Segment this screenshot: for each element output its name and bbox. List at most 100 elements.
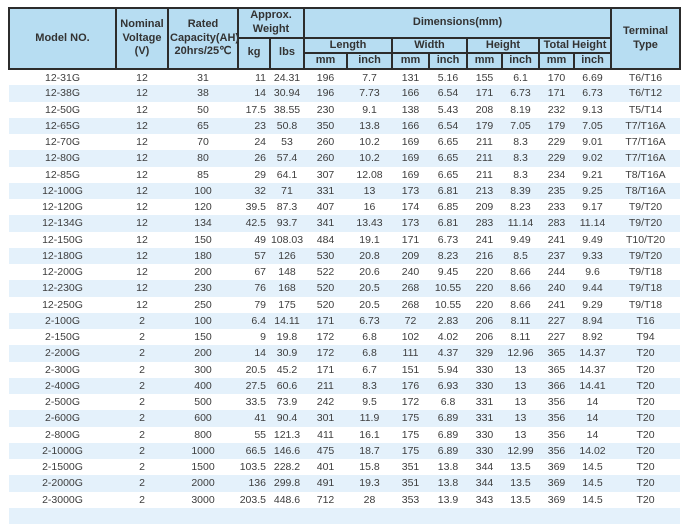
cell-terminal: T9/T20 — [628, 217, 663, 230]
cell-height-mm: 171 — [475, 87, 494, 100]
col-header-terminal-type: Terminal Type — [610, 7, 681, 70]
cell-width-inch: 10.55 — [434, 298, 462, 311]
cell-height-mm: 220 — [475, 266, 494, 279]
col-header-total-height: Total Height — [538, 36, 612, 55]
cell-model: 12-38G — [44, 87, 81, 100]
cell-total-inch: 14.37 — [579, 363, 606, 376]
table-row: 2-400G 2 400 27.5 60.6 211 8.3 176 6.93 330 13 366 1… — [9, 377, 680, 394]
table-row: 12-38G 12 38 14 30.94 196 7.73 166 6.54 171 6.73 17… — [9, 85, 680, 102]
cell-capacity: 80 — [197, 152, 209, 165]
table-row: 2-100G 2 100 6.4 14.11 171 6.73 72 2.83 206 8.11 22… — [9, 312, 680, 329]
battery-spec-table: Model NO. Nominal Voltage (V) Rated Capa… — [8, 7, 681, 524]
col-header-rated-capacity: Rated Capacity(AH) 20hrs/25℃ — [167, 7, 239, 70]
cell-height-inch: 7.05 — [510, 119, 531, 132]
cell-lbs: 30.9 — [276, 347, 298, 360]
cell-height-mm: 330 — [475, 428, 494, 441]
table-row: 12-200G 12 200 67 148 522 20.6 240 9.45 220 8.66 24… — [9, 264, 680, 280]
cell-voltage: 2 — [139, 444, 145, 457]
cell-height-inch: 9.49 — [510, 233, 531, 246]
cell-length-mm: 491 — [316, 477, 335, 490]
cell-length-mm: 171 — [316, 363, 335, 376]
cell-voltage: 2 — [139, 461, 145, 474]
cell-width-inch: 6.73 — [437, 233, 459, 246]
cell-lbs: 93.7 — [276, 217, 298, 230]
cell-lbs: 121.3 — [273, 428, 301, 441]
cell-capacity: 31 — [197, 71, 209, 84]
cell-kg: 66.5 — [245, 444, 266, 457]
cell-kg: 55 — [254, 428, 266, 441]
cell-model: 12-200G — [42, 266, 83, 279]
cell-length-mm: 171 — [316, 314, 335, 327]
cell-height-inch: 8.39 — [510, 184, 531, 197]
cell-length-inch: 8.3 — [362, 379, 377, 392]
table-row: 12-80G 12 80 26 57.4 260 10.2 169 6.65 211 8.3 229 9… — [9, 150, 680, 167]
cell-lbs: 50.8 — [276, 119, 298, 132]
cell-capacity: 38 — [197, 87, 209, 100]
cell-total-mm: 233 — [547, 201, 566, 214]
cell-length-mm: 475 — [316, 444, 335, 457]
cell-length-mm: 530 — [316, 249, 335, 262]
cell-total-mm: 240 — [547, 282, 566, 295]
cell-voltage: 2 — [139, 493, 145, 506]
cell-width-mm: 268 — [401, 282, 420, 295]
cell-model: 12-230G — [42, 282, 83, 295]
cell-model: 2-500G — [44, 396, 81, 409]
cell-length-inch: 10.2 — [359, 136, 380, 149]
cell-length-inch: 28 — [363, 493, 376, 506]
cell-height-inch: 8.66 — [510, 282, 531, 295]
cell-capacity: 50 — [197, 103, 209, 116]
cell-kg: 9 — [260, 331, 266, 344]
table-row: 2-600G 2 600 41 90.4 301 11.9 175 6.89 331 13 356 14… — [9, 410, 680, 427]
cell-length-inch: 15.8 — [359, 461, 380, 474]
col-header-height: Height — [466, 36, 540, 55]
cell-voltage: 2 — [139, 396, 145, 409]
cell-height-mm: 211 — [476, 168, 493, 181]
col-header-height-mm: mm — [466, 52, 503, 70]
col-header-dimensions: Dimensions(mm) — [303, 7, 612, 39]
cell-width-mm: 151 — [401, 363, 420, 376]
table-row: 12-250G 12 250 79 175 520 20.5 268 10.55 220 8.66 2… — [9, 297, 680, 313]
cell-total-mm: 365 — [547, 347, 566, 360]
cell-total-inch: 9.33 — [582, 249, 603, 262]
cell-length-mm: 407 — [316, 201, 335, 214]
col-header-height-inch: inch — [501, 52, 540, 70]
cell-voltage: 12 — [136, 87, 148, 100]
cell-height-inch: 8.66 — [510, 266, 531, 279]
cell-lbs: 57.4 — [276, 152, 298, 165]
cell-length-inch: 20.5 — [359, 298, 380, 311]
cell-total-mm: 232 — [547, 103, 566, 116]
table-row: 2-150G 2 150 9 19.8 172 6.8 102 4.02 206 8.11 227 8.… — [9, 329, 680, 345]
table-row: 12-31G 12 31 11 24.31 196 7.7 131 5.16 155 6.1 170 6… — [9, 69, 680, 85]
cell-model: 2-400G — [44, 379, 81, 392]
cell-voltage: 12 — [136, 152, 148, 165]
cell-length-inch: 10.2 — [359, 152, 380, 165]
cell-voltage: 2 — [139, 314, 145, 327]
cell-lbs: 38.55 — [273, 103, 301, 116]
cell-lbs: 175 — [278, 298, 296, 311]
cell-width-inch: 10.55 — [434, 282, 462, 295]
cell-terminal: T20 — [636, 347, 655, 360]
cell-model: 2-200G — [44, 347, 81, 360]
cell-total-inch: 8.94 — [582, 314, 603, 327]
cell-voltage: 2 — [139, 428, 145, 441]
cell-length-mm: 712 — [316, 493, 335, 506]
cell-height-inch: 8.23 — [510, 201, 531, 214]
cell-width-mm: 111 — [402, 347, 419, 360]
cell-model: 12-120G — [42, 201, 83, 214]
cell-voltage: 2 — [139, 331, 145, 344]
cell-height-inch: 13 — [514, 363, 527, 376]
cell-width-mm: 171 — [401, 233, 420, 246]
cell-model: 12-80G — [44, 152, 81, 165]
cell-length-mm: 520 — [316, 298, 335, 311]
cell-kg: 49 — [254, 233, 266, 246]
table-body: 12-31G 12 31 11 24.31 196 7.7 131 5.16 155 6.1 170 6… — [9, 69, 680, 524]
cell-kg: 6.4 — [251, 314, 266, 327]
cell-kg: 17.5 — [245, 103, 266, 116]
cell-total-mm: 170 — [547, 71, 566, 84]
cell-width-inch: 6.85 — [437, 201, 459, 214]
cell-terminal: T20 — [636, 363, 655, 376]
cell-kg: 11 — [255, 71, 266, 84]
table-row: 2-800G 2 800 55 121.3 411 16.1 175 6.89 330 13 356 1… — [9, 427, 680, 443]
cell-model: 12-250G — [42, 298, 83, 311]
cell-model: 12-31G — [44, 71, 81, 84]
